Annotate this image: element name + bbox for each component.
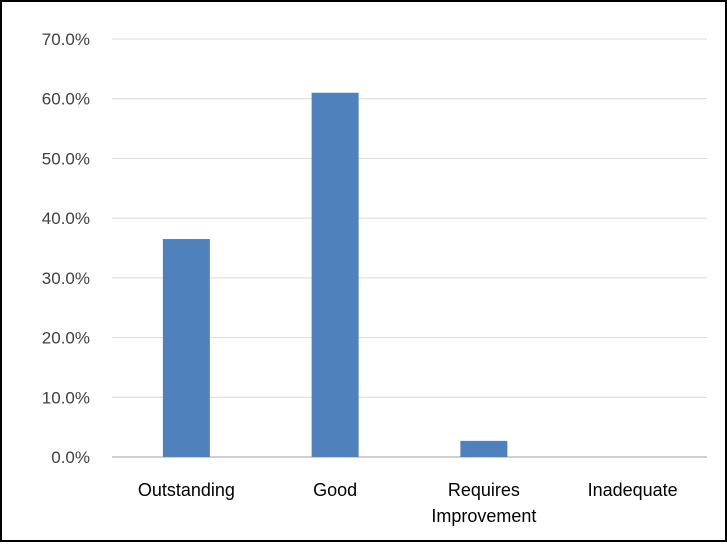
x-tick-label: Requires Improvement xyxy=(431,480,536,526)
y-tick-label: 40.0% xyxy=(42,209,90,228)
y-tick-label: 30.0% xyxy=(42,269,90,288)
y-tick-label: 20.0% xyxy=(42,329,90,348)
bar xyxy=(162,239,210,457)
y-tick-label: 60.0% xyxy=(42,90,90,109)
y-tick-label: 0.0% xyxy=(51,448,90,467)
y-tick-label: 70.0% xyxy=(42,30,90,49)
y-tick-label: 50.0% xyxy=(42,149,90,168)
bar xyxy=(311,92,359,457)
gridlines xyxy=(112,38,707,458)
bars xyxy=(162,92,508,457)
x-tick-label: Good xyxy=(313,480,357,500)
x-axis-labels: Outstanding Good Requires Improvement Inadeq… xyxy=(138,480,678,526)
bar xyxy=(460,440,508,457)
x-tick-label: Inadequate xyxy=(588,480,678,500)
y-axis-ticks: 0.0% 10.0% 20.0% 30.0% 40.0% 50.0% 60.0% 70.0% xyxy=(42,30,90,467)
x-tick-label: Outstanding xyxy=(138,480,235,500)
y-tick-label: 10.0% xyxy=(42,388,90,407)
